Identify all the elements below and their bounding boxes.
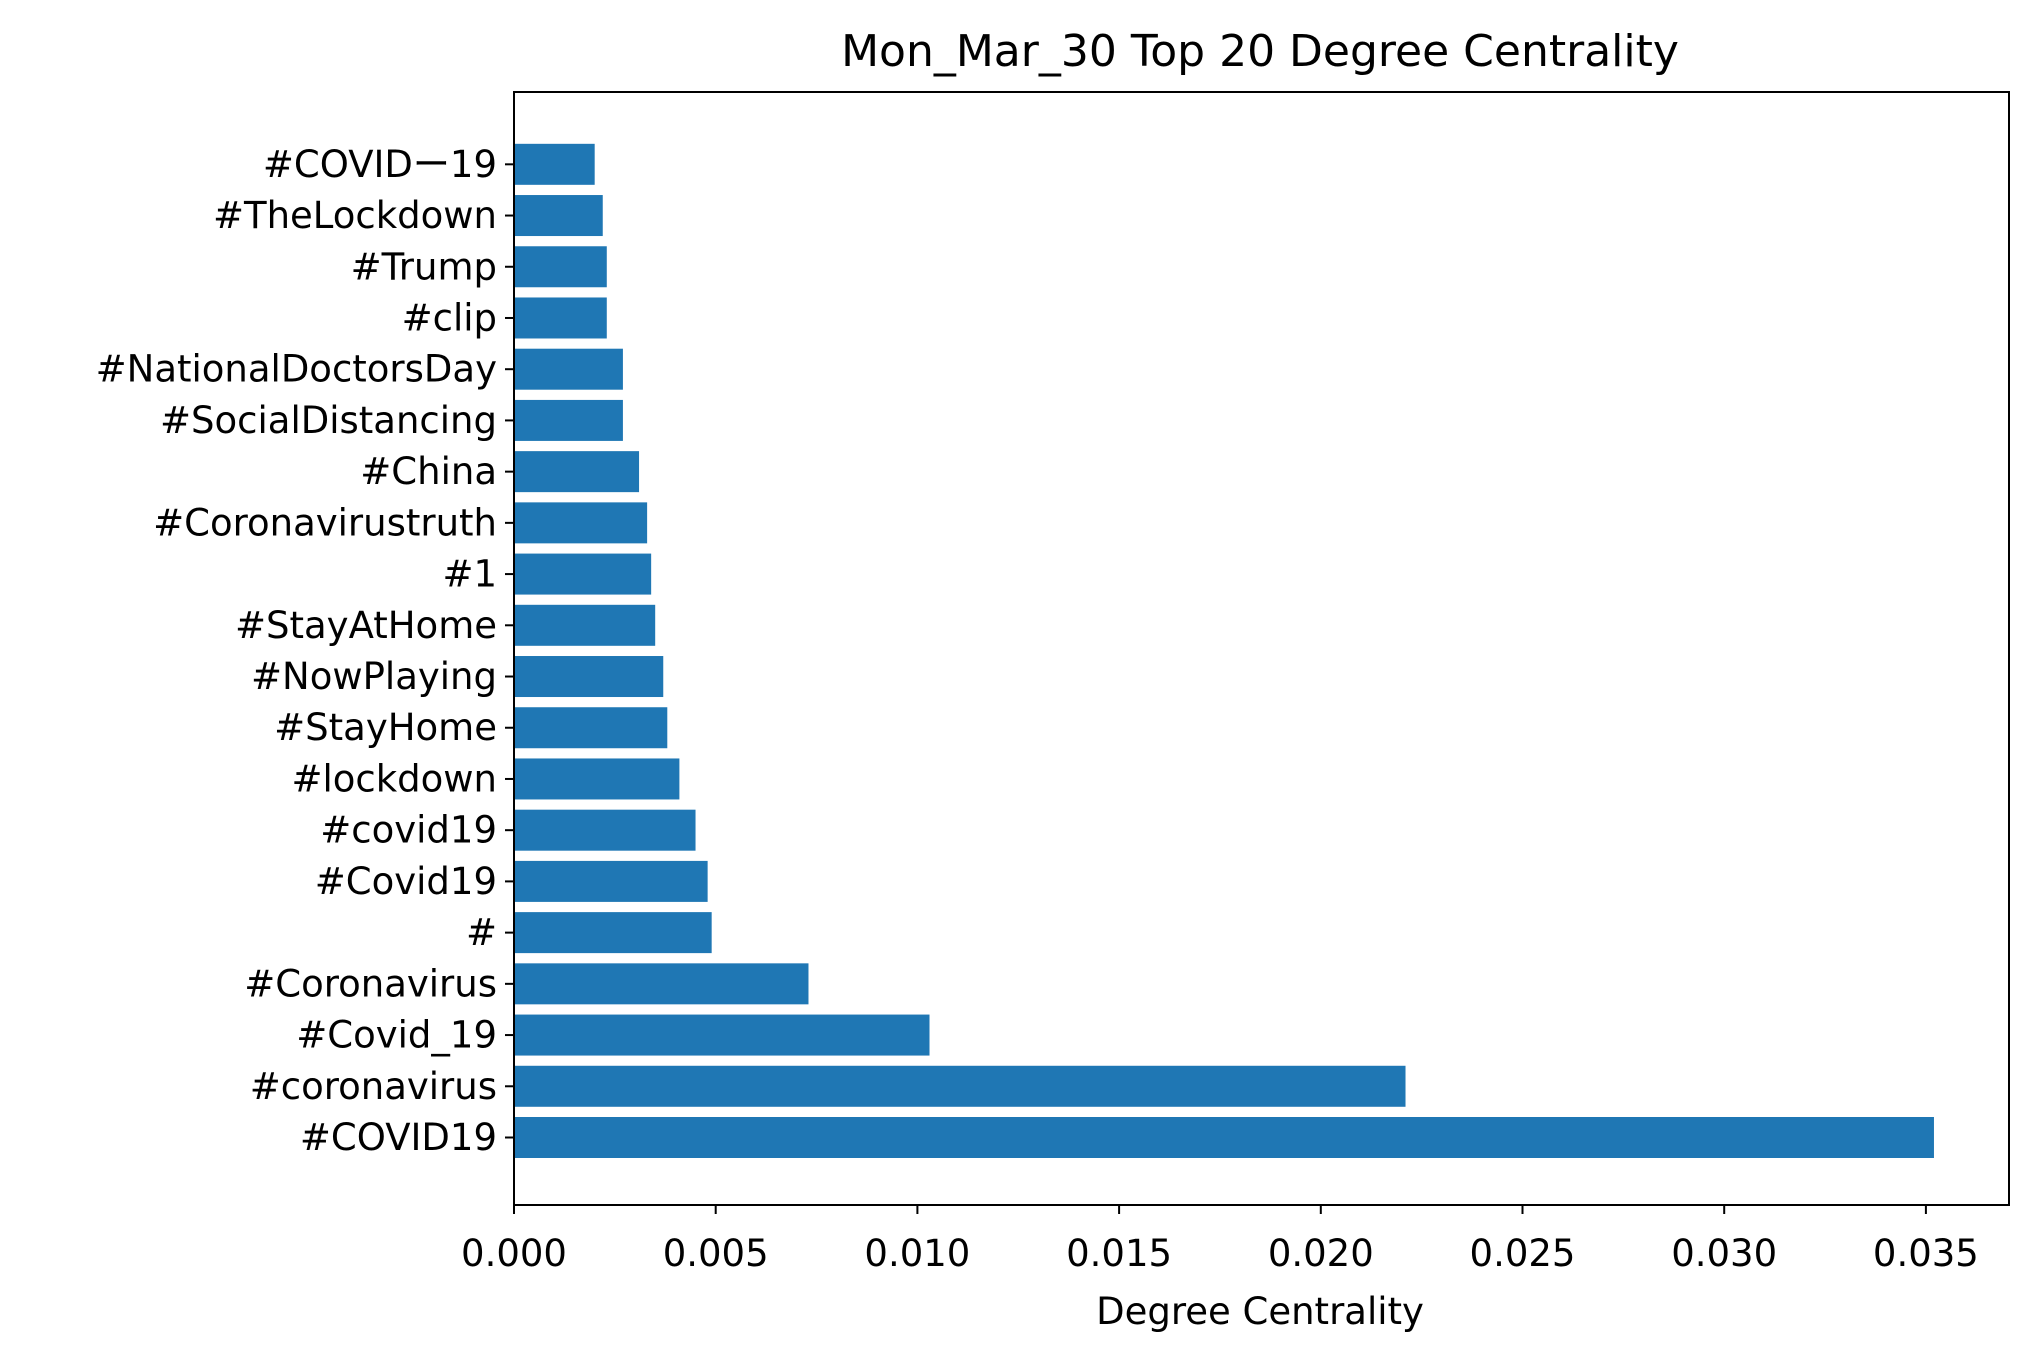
bar bbox=[514, 707, 668, 749]
y-tick-label: #StayAtHome bbox=[235, 604, 497, 647]
x-tick-label: 0.035 bbox=[1873, 1232, 1979, 1275]
y-tick-label: #covid19 bbox=[320, 809, 497, 852]
x-tick-label: 0.025 bbox=[1470, 1232, 1576, 1275]
y-tick-label: #SocialDistancing bbox=[160, 399, 497, 442]
bar bbox=[514, 348, 623, 390]
x-tick-label: 0.000 bbox=[461, 1232, 567, 1275]
bar-series bbox=[514, 143, 1934, 1158]
y-tick-label: # bbox=[466, 911, 497, 954]
bar bbox=[514, 553, 652, 595]
chart-title: Mon_Mar_30 Top 20 Degree Centrality bbox=[841, 26, 1679, 77]
bar bbox=[514, 758, 680, 800]
x-tick-label: 0.005 bbox=[663, 1232, 769, 1275]
bar bbox=[514, 1065, 1406, 1107]
bar bbox=[514, 912, 712, 954]
x-tick-label: 0.015 bbox=[1066, 1232, 1172, 1275]
x-axis-label: Degree Centrality bbox=[1096, 1290, 1424, 1333]
y-tick-label: #China bbox=[360, 450, 497, 493]
bar bbox=[514, 604, 656, 646]
y-tick-label: #clip bbox=[402, 296, 497, 339]
y-tick-label: #Coronavirus bbox=[244, 962, 497, 1005]
bar bbox=[514, 502, 648, 544]
y-tick-label: #lockdown bbox=[291, 757, 497, 800]
y-tick-label: #coronavirus bbox=[250, 1065, 497, 1108]
y-tick-label: #COVIDー19 bbox=[263, 143, 497, 186]
bar bbox=[514, 143, 595, 185]
y-tick-label: #NationalDoctorsDay bbox=[96, 348, 497, 391]
bar bbox=[514, 246, 607, 288]
y-tick-label: #1 bbox=[442, 553, 497, 596]
bar bbox=[514, 963, 809, 1005]
x-tick-label: 0.020 bbox=[1268, 1232, 1374, 1275]
plot-frame bbox=[513, 91, 2010, 1206]
y-tick-label: #TheLockdown bbox=[213, 194, 497, 237]
x-axis: 0.000 0.005 0.010 0.015 0.020 0.025 0.030 0.035 bbox=[461, 1205, 1979, 1275]
bar bbox=[514, 860, 708, 902]
bar bbox=[514, 399, 623, 441]
y-tick-label: #Covid_19 bbox=[296, 1014, 497, 1057]
bar bbox=[514, 1117, 1934, 1158]
bar bbox=[514, 195, 603, 237]
bar bbox=[514, 656, 664, 698]
bar bbox=[514, 809, 696, 851]
bar bbox=[514, 1014, 930, 1056]
bar bbox=[514, 451, 640, 493]
y-axis: #COVID19 #coronavirus #Covid_19 #Coronaviru… bbox=[96, 143, 514, 1159]
y-tick-label: #Trump bbox=[351, 245, 497, 288]
x-tick-label: 0.030 bbox=[1671, 1232, 1777, 1275]
y-tick-label: #Covid19 bbox=[315, 860, 497, 903]
y-tick-label: #NowPlaying bbox=[251, 655, 497, 698]
x-tick-label: 0.010 bbox=[864, 1232, 970, 1275]
y-tick-label: #COVID19 bbox=[300, 1116, 497, 1159]
y-tick-label: #StayHome bbox=[274, 706, 497, 749]
bar bbox=[514, 297, 607, 339]
y-tick-label: #Coronavirustruth bbox=[153, 501, 497, 544]
